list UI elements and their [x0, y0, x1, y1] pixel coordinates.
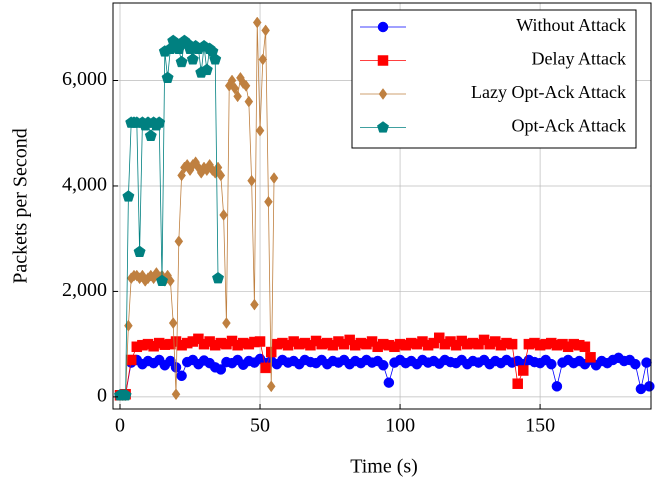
- y-tick-label: 2,000: [62, 279, 107, 301]
- point: [200, 63, 213, 76]
- y-tick-label: 0: [97, 384, 107, 406]
- legend-label: Opt-Ack Attack: [512, 116, 626, 136]
- legend-box: [351, 9, 637, 149]
- point: [216, 169, 226, 182]
- ticks: 0 2,000 4,000 6,000 0 50 100 150: [62, 68, 555, 436]
- point: [254, 336, 266, 347]
- y-tick-label: 4,000: [62, 174, 107, 196]
- point: [156, 274, 169, 286]
- point: [255, 124, 265, 137]
- point: [366, 336, 378, 347]
- point: [171, 388, 181, 401]
- legend-label: Delay Attack: [532, 49, 626, 69]
- x-axis-label: Time (s): [350, 456, 418, 478]
- point: [585, 352, 596, 363]
- point: [212, 271, 225, 284]
- point: [186, 53, 199, 65]
- point: [579, 341, 591, 353]
- point: [177, 169, 186, 182]
- legend-marker: [376, 121, 390, 133]
- point: [222, 317, 231, 329]
- point: [119, 388, 132, 401]
- point: [125, 354, 137, 366]
- point: [258, 53, 268, 66]
- point: [428, 337, 439, 349]
- point: [209, 53, 222, 65]
- x-tick-label: 50: [250, 415, 270, 437]
- plot-area: [114, 16, 655, 402]
- legend: Without Attack Delay Attack Lazy Opt-Ack A…: [351, 9, 637, 149]
- point: [269, 172, 279, 184]
- point: [261, 24, 270, 37]
- point: [219, 209, 228, 221]
- point: [641, 357, 652, 368]
- point: [153, 116, 166, 128]
- point: [434, 332, 445, 344]
- point: [124, 319, 133, 332]
- point: [176, 370, 187, 382]
- point: [264, 195, 273, 208]
- x-tick-label: 100: [385, 415, 415, 437]
- point: [213, 161, 223, 174]
- point: [233, 90, 242, 103]
- point: [250, 298, 259, 311]
- point: [506, 338, 518, 350]
- point: [252, 16, 262, 29]
- point: [193, 333, 204, 345]
- axes-frame: [112, 2, 652, 410]
- y-tick-label: 6,000: [62, 68, 107, 90]
- point: [133, 245, 146, 257]
- point: [174, 235, 184, 248]
- point: [518, 365, 529, 376]
- point: [168, 317, 178, 329]
- legend-marker: [377, 55, 389, 66]
- point: [378, 359, 389, 371]
- point: [230, 82, 240, 95]
- point: [161, 71, 174, 83]
- legend-marker: [377, 21, 389, 33]
- x-tick-label: 150: [525, 415, 555, 437]
- point: [241, 79, 251, 92]
- point: [630, 358, 641, 370]
- legend-marker: [378, 88, 388, 100]
- point: [215, 364, 227, 375]
- point: [644, 381, 655, 392]
- point: [244, 95, 254, 108]
- point: [175, 55, 188, 68]
- y-axis-label: Packets per Second: [10, 128, 32, 284]
- point: [266, 380, 276, 393]
- x-tick-label: 0: [115, 415, 125, 437]
- legend-label: Lazy Opt-Ack Attack: [471, 82, 626, 102]
- point: [144, 129, 157, 141]
- point: [546, 358, 557, 370]
- legend-label: Without Attack: [516, 15, 626, 35]
- point: [512, 378, 523, 389]
- point: [227, 74, 237, 87]
- point: [122, 190, 135, 202]
- point: [247, 174, 256, 187]
- point: [170, 362, 182, 373]
- point: [383, 377, 395, 388]
- point: [551, 381, 563, 392]
- point: [260, 362, 271, 374]
- point: [344, 334, 355, 346]
